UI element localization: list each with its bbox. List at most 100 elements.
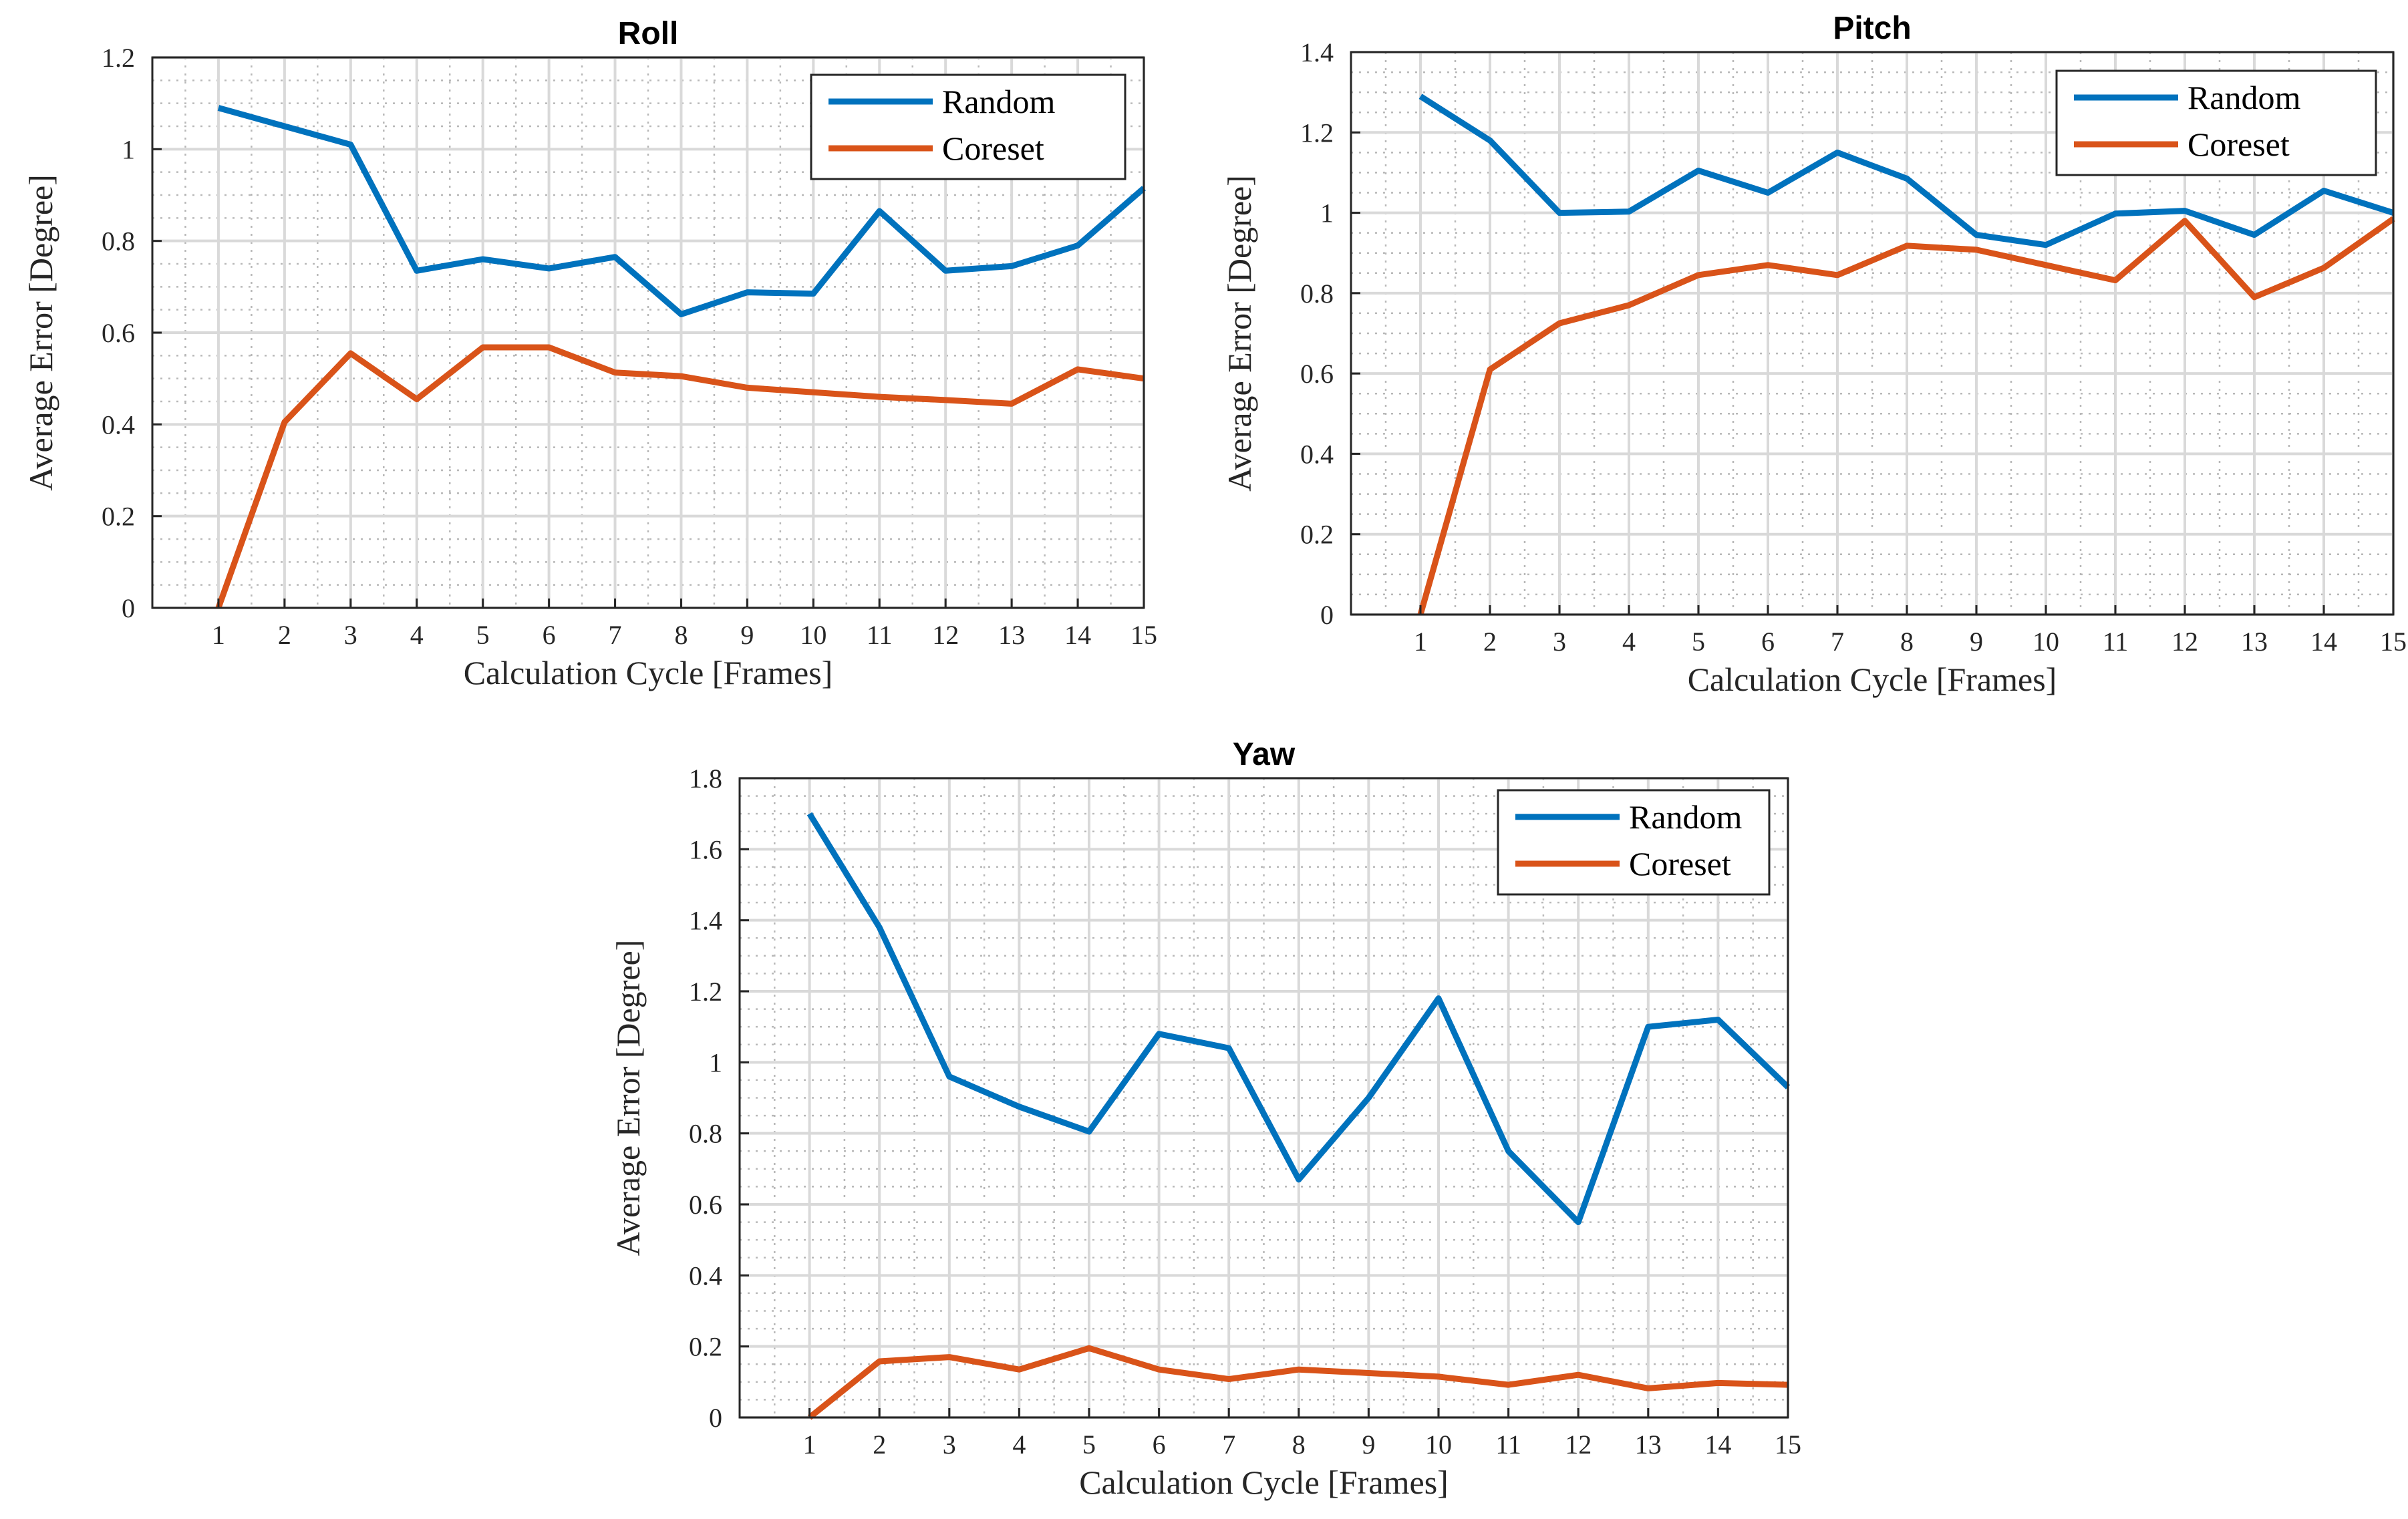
pitch-xtick-label: 5 bbox=[1692, 627, 1705, 657]
yaw-xtick-label: 10 bbox=[1425, 1429, 1452, 1460]
roll-xtick-label: 13 bbox=[998, 620, 1025, 650]
yaw-xtick-label: 13 bbox=[1635, 1429, 1662, 1460]
roll-ytick-label: 1 bbox=[122, 134, 135, 164]
pitch-ytick-label: 0.8 bbox=[1300, 279, 1334, 309]
pitch-ylabel: Average Error [Degree] bbox=[1221, 175, 1258, 492]
yaw-ytick-label: 1.8 bbox=[689, 764, 722, 794]
pitch-legend-label-random: Random bbox=[2188, 79, 2301, 116]
roll-chart: 00.20.40.60.811.21 2 3 4 5 6 7 8 9 10 11 12 13 14 15Ro… bbox=[22, 16, 1157, 691]
yaw-xtick-label: 7 bbox=[1222, 1429, 1235, 1460]
yaw-ytick-label: 1.2 bbox=[689, 977, 722, 1007]
roll-xtick-label: 2 bbox=[278, 620, 291, 650]
roll-xtick-label: 6 bbox=[543, 620, 556, 650]
pitch-xlabel: Calculation Cycle [Frames] bbox=[1688, 661, 2057, 698]
yaw-xlabel: Calculation Cycle [Frames] bbox=[1079, 1464, 1449, 1501]
yaw-ytick-label: 0 bbox=[709, 1403, 722, 1433]
pitch-xtick-label: 8 bbox=[1900, 627, 1914, 657]
yaw-title: Yaw bbox=[1233, 737, 1296, 772]
roll-legend-label-random: Random bbox=[942, 83, 1056, 120]
yaw-legend-label-random: Random bbox=[1629, 798, 1743, 836]
pitch-ytick-label: 0.6 bbox=[1300, 359, 1334, 389]
yaw-xtick-label: 5 bbox=[1082, 1429, 1096, 1460]
pitch-xtick-label: 2 bbox=[1483, 627, 1497, 657]
yaw-ytick-label: 0.8 bbox=[689, 1119, 722, 1149]
roll-xtick-label: 5 bbox=[476, 620, 490, 650]
roll-ytick-label: 0.8 bbox=[102, 226, 135, 257]
roll-ytick-label: 1.2 bbox=[102, 43, 135, 73]
pitch-ytick-label: 1 bbox=[1320, 198, 1334, 228]
yaw-xtick-label: 9 bbox=[1362, 1429, 1375, 1460]
yaw-axes-box bbox=[738, 777, 1789, 1419]
pitch-xtick-label: 12 bbox=[2171, 627, 2198, 657]
yaw-ytick-label: 1 bbox=[709, 1047, 722, 1077]
roll-legend-box bbox=[810, 73, 1126, 180]
pitch-tick-marks bbox=[1351, 51, 2395, 616]
pitch-ytick-label: 1.2 bbox=[1300, 118, 1334, 148]
roll-xtick-label: 15 bbox=[1131, 620, 1157, 650]
pitch-legend-box bbox=[2055, 69, 2377, 176]
pitch-series-coreset bbox=[1417, 216, 2395, 616]
pitch-ytick-label: 0 bbox=[1320, 600, 1334, 630]
pitch-ytick-label: 1.4 bbox=[1300, 37, 1334, 67]
roll-title: Roll bbox=[618, 16, 679, 51]
roll-xtick-label: 11 bbox=[867, 620, 893, 650]
roll-xtick-label: 4 bbox=[410, 620, 424, 650]
pitch-xtick-label: 10 bbox=[2033, 627, 2059, 657]
yaw-ytick-label: 1.6 bbox=[689, 834, 722, 864]
yaw-chart: 00.20.40.60.811.21.41.61.81 2 3 4 5 6 7 8 9 10 11 1… bbox=[609, 737, 1801, 1501]
pitch-legend: Random Coreset bbox=[2055, 69, 2377, 176]
yaw-legend-label-coreset: Coreset bbox=[1629, 845, 1731, 882]
yaw-xtick-label: 14 bbox=[1704, 1429, 1731, 1460]
roll-xtick-label: 9 bbox=[740, 620, 754, 650]
roll-xtick-label: 10 bbox=[800, 620, 826, 650]
pitch-xtick-label: 3 bbox=[1553, 627, 1566, 657]
roll-ytick-label: 0.2 bbox=[102, 502, 135, 532]
roll-xtick-label: 1 bbox=[212, 620, 225, 650]
roll-xtick-label: 12 bbox=[932, 620, 959, 650]
roll-ytick-label: 0.6 bbox=[102, 318, 135, 348]
pitch-xtick-label: 1 bbox=[1414, 627, 1427, 657]
yaw-xtick-label: 11 bbox=[1495, 1429, 1521, 1460]
pitch-xtick-label: 14 bbox=[2310, 627, 2337, 657]
yaw-xtick-label: 3 bbox=[943, 1429, 956, 1460]
yaw-xtick-label: 4 bbox=[1012, 1429, 1026, 1460]
pitch-title: Pitch bbox=[1833, 11, 1911, 46]
roll-xtick-label: 3 bbox=[344, 620, 357, 650]
yaw-ytick-label: 0.4 bbox=[689, 1260, 722, 1291]
yaw-series-random bbox=[806, 812, 1791, 1226]
yaw-ytick-label: 1.4 bbox=[689, 906, 722, 936]
roll-xlabel: Calculation Cycle [Frames] bbox=[464, 654, 833, 691]
pitch-xtick-label: 6 bbox=[1761, 627, 1775, 657]
pitch-ytick-label: 0.2 bbox=[1300, 520, 1334, 550]
yaw-xtick-label: 8 bbox=[1292, 1429, 1306, 1460]
roll-ylabel: Average Error [Degree] bbox=[22, 174, 59, 491]
yaw-ytick-label: 0.2 bbox=[689, 1332, 722, 1362]
pitch-legend-label-coreset: Coreset bbox=[2188, 126, 2290, 163]
pitch-xtick-label: 4 bbox=[1622, 627, 1636, 657]
yaw-xtick-label: 15 bbox=[1775, 1429, 1801, 1460]
yaw-series-coreset bbox=[807, 1345, 1789, 1420]
pitch-series-random bbox=[1418, 94, 2395, 248]
roll-legend: Random Coreset bbox=[810, 73, 1126, 180]
yaw-xtick-label: 2 bbox=[873, 1429, 886, 1460]
yaw-legend: Random Coreset bbox=[1497, 789, 1771, 896]
roll-ytick-label: 0.4 bbox=[102, 409, 135, 440]
pitch-xtick-label: 7 bbox=[1831, 627, 1844, 657]
roll-tick-marks bbox=[152, 56, 1145, 609]
yaw-xtick-label: 1 bbox=[803, 1429, 816, 1460]
yaw-xtick-label: 6 bbox=[1153, 1429, 1166, 1460]
yaw-legend-box bbox=[1497, 789, 1771, 896]
yaw-ylabel: Average Error [Degree] bbox=[609, 940, 647, 1256]
yaw-ytick-label: 0.6 bbox=[689, 1190, 722, 1220]
yaw-xtick-label: 12 bbox=[1565, 1429, 1592, 1460]
roll-series-random bbox=[217, 105, 1146, 317]
roll-xtick-label: 7 bbox=[609, 620, 622, 650]
pitch-axes-box bbox=[1350, 51, 2395, 616]
pitch-ytick-label: 0.4 bbox=[1300, 439, 1334, 469]
pitch-xtick-label: 9 bbox=[1970, 627, 1983, 657]
pitch-xtick-label: 11 bbox=[2103, 627, 2129, 657]
roll-xtick-label: 8 bbox=[674, 620, 688, 650]
pitch-xtick-label: 13 bbox=[2241, 627, 2268, 657]
pitch-xtick-label: 15 bbox=[2380, 627, 2407, 657]
